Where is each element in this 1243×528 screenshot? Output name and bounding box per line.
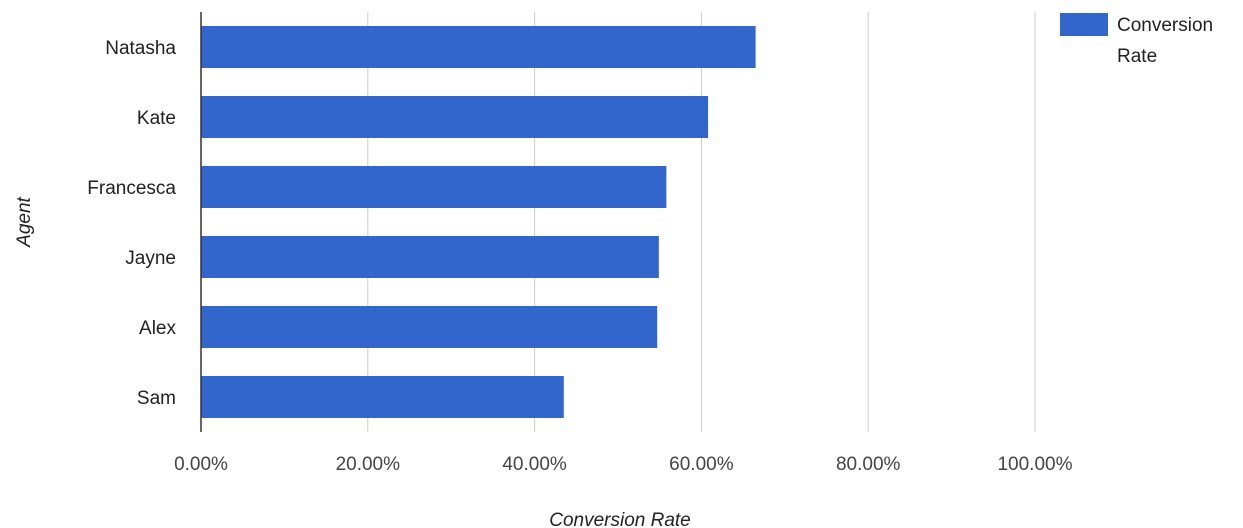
x-tick-label: 40.00%	[502, 454, 567, 475]
bar-francesca	[201, 166, 667, 208]
x-tick-label: 0.00%	[174, 454, 228, 475]
bar-alex	[201, 306, 658, 348]
x-tick-label: 80.00%	[836, 454, 901, 475]
bars	[201, 26, 756, 418]
y-category-label: Natasha	[105, 38, 176, 59]
x-tick-label: 60.00%	[669, 454, 734, 475]
y-category-label: Kate	[137, 108, 176, 129]
bar-sam	[201, 376, 564, 418]
y-category-label: Jayne	[125, 248, 176, 269]
bar-jayne	[201, 236, 659, 278]
bar-natasha	[201, 26, 756, 68]
x-tick-label: 20.00%	[336, 454, 401, 475]
legend-swatch	[1060, 13, 1108, 36]
bar-kate	[201, 96, 709, 138]
legend: Conversion Rate	[1060, 13, 1213, 67]
legend-label-line-2: Rate	[1117, 46, 1157, 67]
y-category-label: Alex	[139, 318, 176, 339]
x-axis-title: Conversion Rate	[549, 510, 691, 528]
x-tick-label: 100.00%	[997, 454, 1072, 475]
legend-label-line-1: Conversion	[1117, 15, 1213, 36]
x-axis-ticks: 0.00% 20.00% 40.00% 60.00% 80.00% 100.00%	[174, 454, 1073, 475]
y-axis-title: Agent	[14, 196, 35, 247]
y-axis-category-labels: Natasha Kate Francesca Jayne Alex Sam	[87, 38, 176, 409]
y-category-label: Sam	[137, 388, 176, 409]
gridlines	[367, 12, 1036, 432]
y-category-label: Francesca	[87, 178, 176, 199]
